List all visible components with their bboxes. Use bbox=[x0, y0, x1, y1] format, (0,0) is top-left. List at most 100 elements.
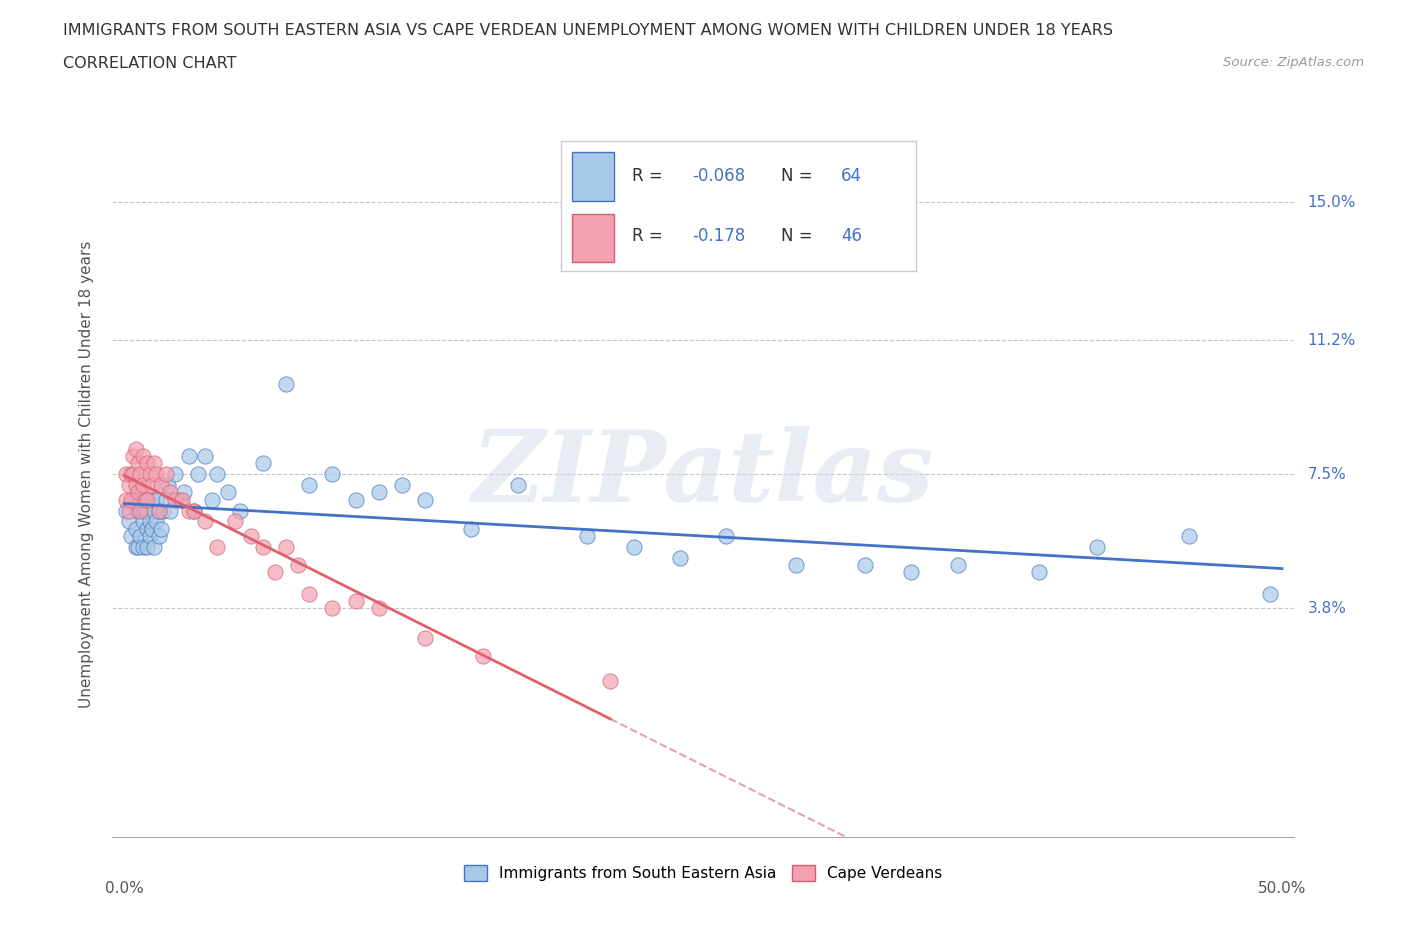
Point bbox=[183, 503, 205, 518]
Point bbox=[194, 514, 217, 529]
Point bbox=[145, 514, 167, 529]
Point bbox=[163, 467, 186, 482]
Point bbox=[136, 456, 159, 471]
Point bbox=[1178, 528, 1201, 543]
Point bbox=[201, 492, 224, 507]
Y-axis label: Unemployment Among Women with Children Under 18 years: Unemployment Among Women with Children U… bbox=[79, 241, 94, 708]
Point bbox=[229, 503, 252, 518]
Point bbox=[287, 558, 309, 573]
Text: ZIPatlas: ZIPatlas bbox=[472, 426, 934, 523]
Point bbox=[276, 377, 298, 392]
Point bbox=[413, 492, 436, 507]
Point bbox=[122, 467, 145, 482]
Text: 15.0%: 15.0% bbox=[1308, 194, 1355, 210]
Point bbox=[183, 503, 205, 518]
Point bbox=[344, 492, 367, 507]
Point bbox=[276, 539, 298, 554]
Point bbox=[131, 514, 153, 529]
Point bbox=[900, 565, 922, 579]
Point bbox=[115, 467, 138, 482]
Point bbox=[177, 449, 200, 464]
Point bbox=[136, 521, 159, 536]
Point bbox=[124, 478, 146, 493]
Point bbox=[131, 539, 153, 554]
Point bbox=[163, 492, 186, 507]
Point bbox=[460, 521, 482, 536]
Point bbox=[118, 478, 141, 493]
Point bbox=[131, 478, 153, 493]
Point bbox=[472, 648, 495, 663]
Text: 3.8%: 3.8% bbox=[1308, 601, 1347, 616]
Point bbox=[134, 503, 156, 518]
Point bbox=[136, 539, 159, 554]
Point bbox=[148, 528, 170, 543]
Point bbox=[150, 521, 173, 536]
Point bbox=[134, 492, 156, 507]
Point bbox=[217, 485, 239, 500]
Point bbox=[367, 601, 389, 616]
Point bbox=[143, 539, 166, 554]
Point bbox=[1085, 539, 1108, 554]
Point bbox=[344, 594, 367, 609]
Point bbox=[155, 467, 177, 482]
Point bbox=[152, 503, 174, 518]
Point bbox=[576, 528, 599, 543]
Point bbox=[321, 601, 343, 616]
Point bbox=[1260, 587, 1282, 602]
Point bbox=[367, 485, 389, 500]
Point bbox=[127, 539, 149, 554]
Point bbox=[187, 467, 209, 482]
Point bbox=[194, 449, 217, 464]
Point bbox=[120, 528, 142, 543]
Point bbox=[118, 514, 141, 529]
Point bbox=[141, 492, 163, 507]
Point bbox=[127, 456, 149, 471]
Point bbox=[131, 449, 153, 464]
Point bbox=[118, 503, 141, 518]
Point bbox=[714, 528, 737, 543]
Point bbox=[298, 478, 321, 493]
Text: IMMIGRANTS FROM SOUTH EASTERN ASIA VS CAPE VERDEAN UNEMPLOYMENT AMONG WOMEN WITH: IMMIGRANTS FROM SOUTH EASTERN ASIA VS CA… bbox=[63, 23, 1114, 38]
Point bbox=[138, 467, 160, 482]
Point bbox=[946, 558, 969, 573]
Point bbox=[252, 456, 274, 471]
Point bbox=[120, 467, 142, 482]
Text: 7.5%: 7.5% bbox=[1308, 467, 1346, 482]
Point bbox=[263, 565, 285, 579]
Point bbox=[143, 456, 166, 471]
Point bbox=[122, 492, 145, 507]
Point bbox=[129, 528, 152, 543]
Point bbox=[148, 503, 170, 518]
Point bbox=[138, 528, 160, 543]
Point bbox=[136, 503, 159, 518]
Text: 0.0%: 0.0% bbox=[104, 881, 143, 896]
Point bbox=[145, 492, 167, 507]
Point bbox=[136, 492, 159, 507]
Text: 11.2%: 11.2% bbox=[1308, 333, 1355, 348]
Point bbox=[120, 492, 142, 507]
Point bbox=[129, 467, 152, 482]
Point bbox=[138, 514, 160, 529]
Point bbox=[205, 467, 228, 482]
Point bbox=[157, 478, 180, 493]
Point bbox=[170, 492, 193, 507]
Text: CORRELATION CHART: CORRELATION CHART bbox=[63, 56, 236, 71]
Point bbox=[252, 539, 274, 554]
Point bbox=[413, 631, 436, 645]
Point bbox=[1028, 565, 1050, 579]
Point bbox=[224, 514, 246, 529]
Point bbox=[321, 467, 343, 482]
Point bbox=[115, 503, 138, 518]
Point bbox=[129, 492, 152, 507]
Point bbox=[391, 478, 413, 493]
Point bbox=[669, 551, 692, 565]
Legend: Immigrants from South Eastern Asia, Cape Verdeans: Immigrants from South Eastern Asia, Cape… bbox=[458, 859, 948, 887]
Point bbox=[785, 558, 807, 573]
Point bbox=[141, 478, 163, 493]
Point bbox=[115, 492, 138, 507]
Point bbox=[173, 485, 195, 500]
Point bbox=[124, 539, 146, 554]
Point bbox=[159, 485, 181, 500]
Point bbox=[122, 449, 145, 464]
Point bbox=[150, 478, 173, 493]
